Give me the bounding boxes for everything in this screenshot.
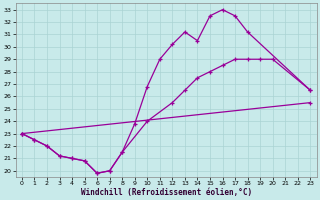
X-axis label: Windchill (Refroidissement éolien,°C): Windchill (Refroidissement éolien,°C): [81, 188, 252, 197]
